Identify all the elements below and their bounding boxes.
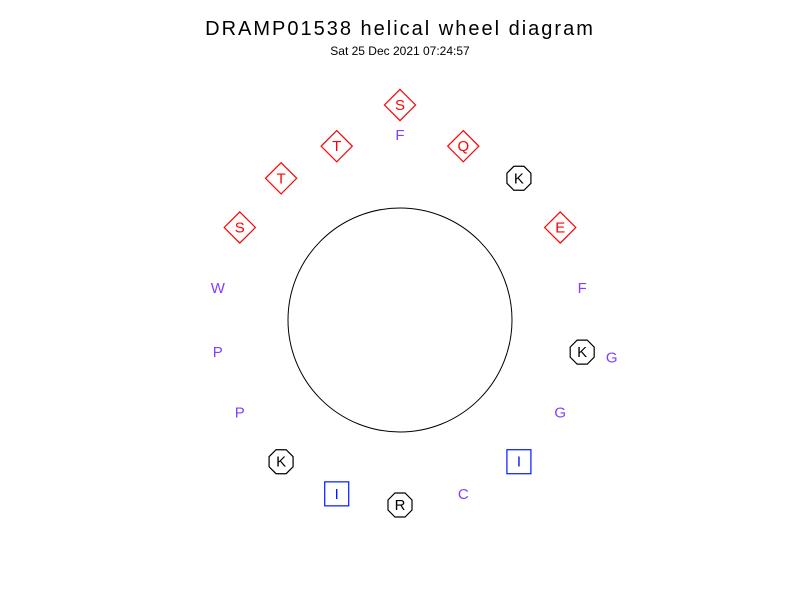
residue-letter: I (517, 454, 521, 471)
residue-letter: G (606, 349, 618, 366)
residue-letter: K (276, 454, 286, 471)
residue-letter: W (211, 280, 226, 297)
residue-letter: C (458, 486, 469, 503)
residue-letter: P (235, 404, 245, 421)
residue-letter: R (395, 497, 406, 514)
residue-letter: S (235, 219, 245, 236)
residue-letter: T (332, 138, 341, 155)
residue-letter: F (395, 127, 404, 144)
diagram-container: DRAMP01538 helical wheel diagram Sat 25 … (0, 0, 800, 600)
residue-letter: G (554, 404, 566, 421)
residue-letter: Q (457, 138, 469, 155)
residue-letter: K (577, 344, 587, 361)
residue-letter: T (276, 170, 285, 187)
residue-letter: E (555, 219, 565, 236)
residue-letter: S (395, 97, 405, 114)
residue-letter: F (578, 280, 587, 297)
wheel-circle (288, 208, 512, 432)
residue-letter: I (335, 486, 339, 503)
helical-wheel-svg: F K I S K I P T F R W Q G K T E C P S G (0, 0, 800, 600)
residue-letter: K (514, 170, 524, 187)
residue-letter: P (213, 344, 223, 361)
